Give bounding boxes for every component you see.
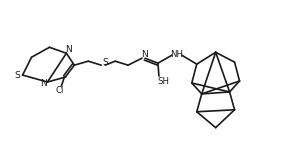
Text: N: N (141, 50, 147, 59)
Text: S: S (15, 71, 20, 79)
Text: N: N (40, 79, 47, 89)
Text: NH: NH (170, 50, 183, 59)
Text: Cl: Cl (55, 87, 64, 95)
Text: SH: SH (157, 76, 169, 86)
Text: S: S (102, 58, 108, 67)
Text: N: N (65, 45, 72, 54)
